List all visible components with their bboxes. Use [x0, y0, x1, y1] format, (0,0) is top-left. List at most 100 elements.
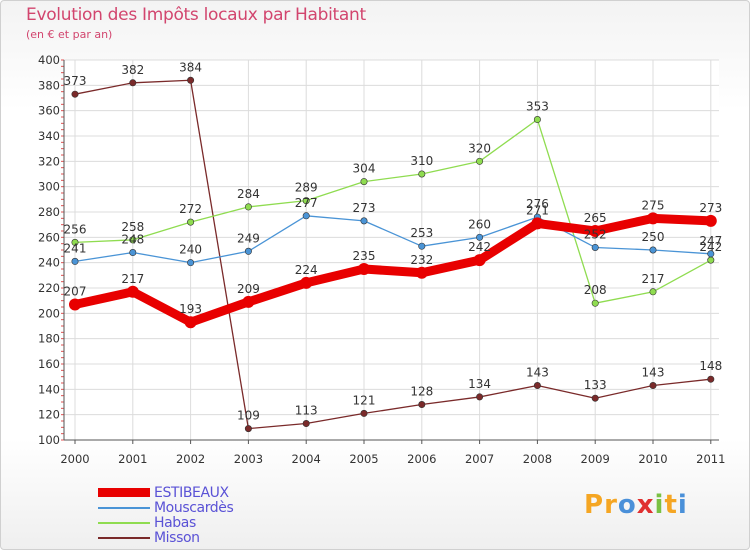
- data-point: [242, 295, 255, 308]
- legend-label: ESTIBEAUX: [154, 484, 229, 501]
- y-tick-label: 280: [38, 205, 60, 219]
- data-point: [302, 197, 310, 205]
- data-label: 384: [179, 60, 202, 74]
- series-line-habas: [74, 118, 712, 304]
- series-line-misson: [74, 79, 712, 430]
- y-tick-label: 100: [38, 433, 60, 447]
- data-point: [533, 116, 541, 124]
- data-label: 240: [179, 243, 202, 257]
- data-point: [418, 170, 426, 178]
- y-tick-label: 160: [38, 357, 60, 371]
- data-label: 207: [64, 284, 87, 298]
- x-tick-label: 2002: [176, 452, 205, 466]
- data-label: 241: [64, 241, 87, 255]
- x-tick-label: 2001: [118, 452, 147, 466]
- y-tick-label: 400: [38, 53, 60, 67]
- data-point: [187, 259, 195, 267]
- data-point: [533, 382, 541, 390]
- legend-label: Misson: [154, 529, 200, 546]
- x-tick-label: 2000: [60, 452, 89, 466]
- data-label: 209: [237, 282, 260, 296]
- data-point: [591, 243, 599, 251]
- data-label: 121: [353, 393, 376, 407]
- data-label: 247: [699, 234, 722, 248]
- data-label: 258: [121, 220, 144, 234]
- data-label: 248: [121, 233, 144, 247]
- data-point: [591, 394, 599, 402]
- data-label: 249: [237, 231, 260, 245]
- data-label: 113: [295, 404, 318, 418]
- y-tick-label: 340: [38, 129, 60, 143]
- data-point: [418, 401, 426, 409]
- y-tick-label: 300: [38, 180, 60, 194]
- data-label: 353: [526, 100, 549, 114]
- data-point: [126, 285, 139, 298]
- data-point: [71, 257, 79, 265]
- legend-item: Mouscardès: [98, 499, 234, 516]
- data-point: [647, 212, 659, 225]
- logo-letter: i: [654, 490, 665, 520]
- data-label: 143: [526, 366, 549, 380]
- data-label: 242: [468, 240, 491, 254]
- logo-letter: t: [664, 490, 678, 520]
- y-tick-label: 380: [38, 78, 60, 92]
- logo-letter: r: [604, 490, 618, 520]
- series-line-estibeaux: [70, 213, 716, 327]
- data-label: 273: [699, 201, 722, 215]
- data-point: [649, 246, 657, 254]
- chart-subtitle: (en € et par an): [26, 28, 113, 41]
- data-label: 272: [179, 202, 202, 216]
- plot-area: [64, 60, 719, 440]
- data-point: [300, 276, 313, 289]
- y-tick-label: 140: [38, 382, 60, 396]
- x-tick-label: 2008: [523, 452, 552, 466]
- data-label: 224: [295, 263, 318, 277]
- legend-label: Habas: [154, 514, 196, 531]
- data-label: 284: [237, 187, 260, 201]
- data-point: [418, 242, 426, 250]
- x-tick-label: 2005: [349, 452, 378, 466]
- x-tick-label: 2007: [465, 452, 494, 466]
- series-line-mouscardès: [74, 215, 712, 264]
- x-tick-label: 2003: [234, 452, 263, 466]
- data-label: 273: [353, 201, 376, 215]
- legend-swatch: [98, 536, 150, 539]
- data-point: [415, 266, 428, 279]
- data-point: [187, 218, 195, 226]
- legend-label: Mouscardès: [154, 499, 234, 516]
- x-tick-label: 2011: [696, 452, 725, 466]
- data-label: 277: [295, 196, 318, 210]
- data-point: [360, 217, 368, 225]
- legend-swatch: [98, 506, 150, 509]
- data-point: [302, 212, 310, 220]
- data-label: 310: [410, 154, 433, 168]
- data-point: [244, 425, 252, 433]
- data-point: [476, 393, 484, 401]
- data-point: [649, 288, 657, 296]
- data-point: [360, 178, 368, 186]
- data-point: [704, 214, 717, 227]
- proxiti-logo: Proxiti: [584, 490, 688, 520]
- data-label: 382: [121, 63, 144, 77]
- data-label: 320: [468, 141, 491, 155]
- data-label: 143: [642, 366, 665, 380]
- data-point: [244, 203, 252, 211]
- data-point: [707, 256, 715, 264]
- data-label: 250: [642, 230, 665, 244]
- legend-swatch: [98, 521, 150, 524]
- y-tick-label: 240: [38, 256, 60, 270]
- data-label: 232: [410, 253, 433, 267]
- data-point: [71, 90, 79, 98]
- logo-letter: x: [636, 490, 655, 520]
- chart-title: Evolution des Impôts locaux par Habitant: [26, 5, 366, 25]
- x-tick-label: 2010: [638, 452, 667, 466]
- data-point: [649, 382, 657, 390]
- data-point: [129, 249, 137, 257]
- chart-legend: ESTIBEAUX Mouscardès Habas Misson: [98, 484, 234, 546]
- data-point: [589, 225, 602, 237]
- y-tick-label: 180: [38, 332, 60, 346]
- data-label: 217: [642, 272, 665, 286]
- y-tick-label: 120: [38, 408, 60, 422]
- data-point: [302, 420, 310, 428]
